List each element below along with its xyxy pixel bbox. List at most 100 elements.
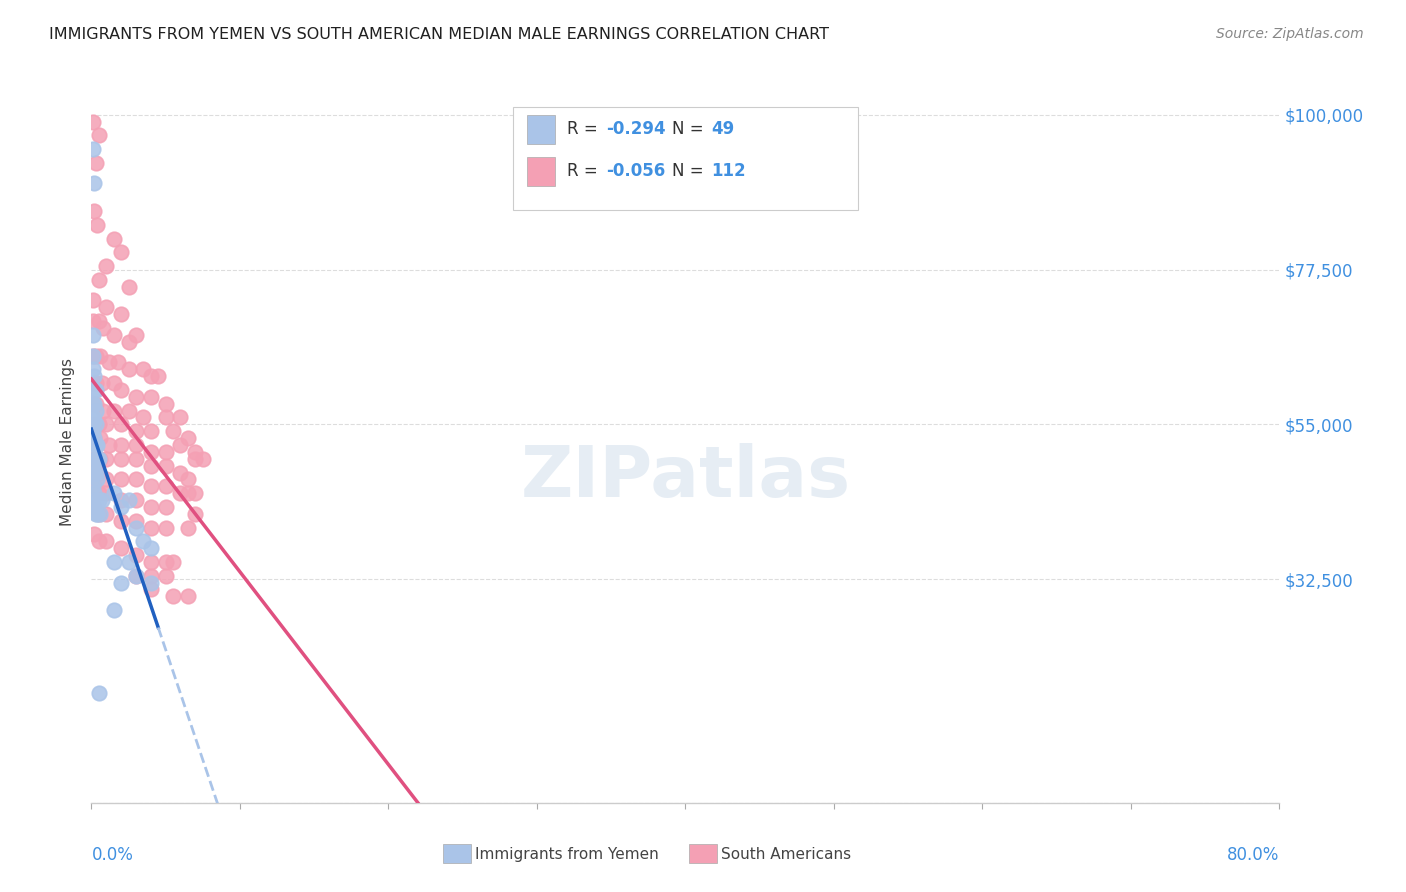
Point — [86, 218, 108, 232]
Point — [139, 424, 162, 438]
Point — [91, 403, 114, 417]
Point — [96, 472, 118, 486]
Point — [155, 479, 177, 493]
Point — [103, 327, 125, 342]
Point — [155, 520, 177, 534]
Point — [86, 472, 108, 486]
Point — [83, 466, 105, 480]
Point — [82, 410, 104, 425]
Point — [82, 397, 104, 411]
Point — [84, 417, 107, 432]
Point — [83, 486, 105, 500]
Point — [132, 410, 155, 425]
Text: 49: 49 — [711, 120, 735, 138]
Point — [83, 383, 105, 397]
Point — [87, 451, 110, 466]
Point — [139, 500, 162, 514]
Point — [86, 438, 108, 452]
Point — [148, 369, 170, 384]
Point — [177, 472, 200, 486]
Point — [139, 458, 162, 473]
Point — [87, 507, 110, 521]
Point — [125, 451, 148, 466]
Point — [155, 410, 177, 425]
Point — [83, 369, 105, 384]
Point — [82, 458, 104, 473]
Point — [110, 514, 132, 528]
Text: R =: R = — [567, 120, 603, 138]
Point — [107, 355, 129, 369]
Point — [91, 321, 114, 335]
Point — [82, 376, 104, 390]
Point — [82, 349, 104, 363]
Point — [89, 431, 111, 445]
Point — [184, 445, 207, 459]
Text: -0.056: -0.056 — [606, 162, 665, 180]
Point — [125, 438, 148, 452]
Point — [82, 314, 104, 328]
Point — [82, 500, 104, 514]
Point — [162, 555, 184, 569]
Point — [86, 451, 108, 466]
Text: Immigrants from Yemen: Immigrants from Yemen — [475, 847, 659, 862]
Point — [110, 417, 132, 432]
Point — [110, 438, 132, 452]
Point — [87, 273, 110, 287]
Point — [155, 555, 177, 569]
Point — [96, 486, 118, 500]
Point — [177, 486, 200, 500]
Point — [155, 568, 177, 582]
Point — [162, 590, 184, 604]
Point — [117, 279, 139, 293]
Text: 80.0%: 80.0% — [1227, 847, 1279, 864]
Point — [82, 479, 104, 493]
Point — [90, 493, 112, 508]
Point — [84, 493, 107, 508]
Point — [87, 534, 110, 549]
Point — [82, 397, 104, 411]
Point — [155, 500, 177, 514]
Point — [83, 479, 105, 493]
Point — [125, 493, 148, 508]
Point — [89, 507, 111, 521]
Point — [84, 403, 107, 417]
Text: Source: ZipAtlas.com: Source: ZipAtlas.com — [1216, 27, 1364, 41]
Point — [82, 362, 104, 376]
Point — [169, 438, 191, 452]
Point — [125, 424, 148, 438]
Point — [96, 417, 118, 432]
Point — [139, 445, 162, 459]
Point — [110, 451, 132, 466]
Point — [84, 451, 107, 466]
Point — [83, 204, 105, 219]
Y-axis label: Median Male Earnings: Median Male Earnings — [60, 358, 76, 525]
Point — [82, 142, 104, 156]
Text: IMMIGRANTS FROM YEMEN VS SOUTH AMERICAN MEDIAN MALE EARNINGS CORRELATION CHART: IMMIGRANTS FROM YEMEN VS SOUTH AMERICAN … — [49, 27, 830, 42]
Text: N =: N = — [672, 120, 709, 138]
Point — [96, 507, 118, 521]
Point — [103, 603, 125, 617]
Point — [87, 128, 110, 143]
Point — [82, 424, 104, 438]
Point — [83, 527, 105, 541]
Point — [84, 397, 107, 411]
Point — [125, 548, 148, 562]
Point — [169, 410, 191, 425]
Point — [83, 445, 105, 459]
Point — [82, 293, 104, 308]
Point — [117, 403, 139, 417]
Point — [84, 383, 107, 397]
Point — [103, 555, 125, 569]
Point — [110, 307, 132, 321]
Point — [132, 362, 155, 376]
Point — [84, 466, 107, 480]
Point — [125, 327, 148, 342]
Point — [96, 301, 118, 315]
Text: R =: R = — [567, 162, 603, 180]
Text: 112: 112 — [711, 162, 747, 180]
Point — [87, 486, 110, 500]
Text: N =: N = — [672, 162, 709, 180]
Point — [184, 451, 207, 466]
Point — [139, 369, 162, 384]
Point — [83, 500, 105, 514]
